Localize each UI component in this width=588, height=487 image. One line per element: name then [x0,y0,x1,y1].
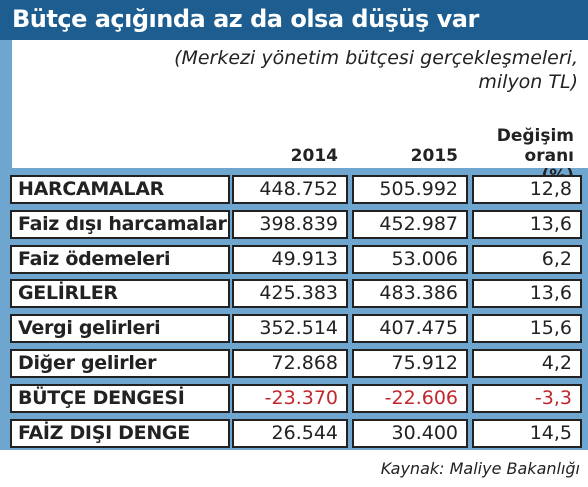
row-label: Faiz dışı harcamalar [10,209,230,239]
title: Bütçe açığında az da olsa düşüş var [12,5,479,33]
cell-value: 13,6 [472,209,582,239]
row-label: GELİRLER [10,279,230,309]
row-label: BÜTÇE DENGESİ [10,383,230,413]
row-label: FAİZ DIŞI DENGE [10,418,230,448]
cell-value: -3,3 [472,383,582,413]
column-header: 2015 [410,146,458,166]
cell-value: 53.006 [352,244,468,274]
column-header: 2014 [290,146,338,166]
cell-value: 407.475 [352,314,468,344]
cell-value: 75.912 [352,349,468,378]
subtitle: (Merkezi yönetim bütçesi gerçekleşmeleri… [174,47,578,93]
cell-value: 483.386 [352,279,468,309]
cell-value: 12,8 [472,175,582,204]
cell-value: 30.400 [352,418,468,448]
source: Kaynak: Maliye Bakanlığı [380,459,580,478]
title-bar [0,0,588,40]
cell-value: 72.868 [232,349,348,378]
column-header: Değişim oranı (%) [496,126,574,186]
cell-value: 452.987 [352,209,468,239]
cell-value: 14,5 [472,418,582,448]
cell-value: 13,6 [472,279,582,309]
cell-value: 4,2 [472,349,582,378]
cell-value: 448.752 [232,175,348,204]
row-label: Diğer gelirler [10,349,230,378]
cell-value: 352.514 [232,314,348,344]
cell-value: 425.383 [232,279,348,309]
cell-value: 398.839 [232,209,348,239]
cell-value: -23.370 [232,383,348,413]
cell-value: 15,6 [472,314,582,344]
row-label: Faiz ödemeleri [10,244,230,274]
cell-value: 49.913 [232,244,348,274]
cell-value: -22.606 [352,383,468,413]
row-label: HARCAMALAR [10,175,230,204]
cell-value: 26.544 [232,418,348,448]
cell-value: 505.992 [352,175,468,204]
cell-value: 6,2 [472,244,582,274]
row-label: Vergi gelirleri [10,314,230,344]
